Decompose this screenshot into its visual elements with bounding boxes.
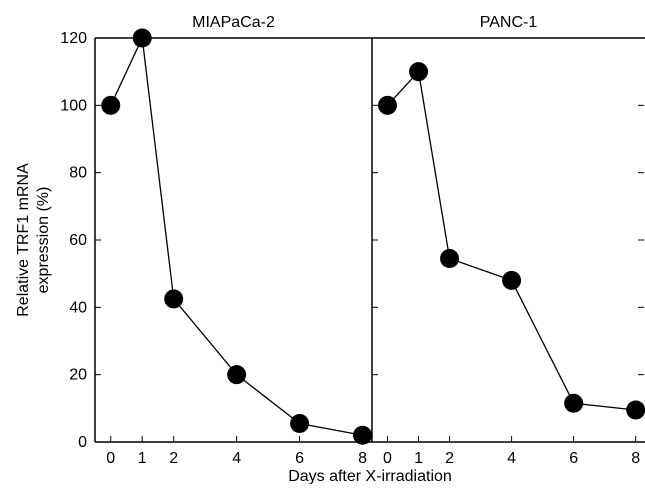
data-point bbox=[132, 28, 152, 48]
x-axis-label: Days after X-irradiation bbox=[288, 468, 452, 484]
data-point bbox=[378, 95, 398, 115]
data-point bbox=[101, 95, 121, 115]
series-layer bbox=[101, 28, 645, 445]
x-tick-label: 0 bbox=[106, 450, 115, 467]
series-line bbox=[387, 70, 636, 411]
data-point bbox=[564, 393, 584, 413]
y-tick-label: 60 bbox=[69, 232, 87, 249]
panel-title: MIAPaCa-2 bbox=[192, 14, 275, 31]
data-point bbox=[440, 249, 460, 269]
data-point bbox=[626, 400, 645, 420]
y-tick-label: 80 bbox=[69, 165, 87, 182]
y-tick-label: 100 bbox=[60, 97, 87, 114]
y-tick-label: 0 bbox=[78, 434, 87, 451]
x-tick-label: 4 bbox=[232, 450, 241, 467]
data-point bbox=[502, 270, 522, 290]
y-axis-label: Relative TRF1 mRNA expression (%) bbox=[15, 163, 52, 317]
y-tick-label: 20 bbox=[69, 367, 87, 384]
x-tick-label: 6 bbox=[569, 450, 578, 467]
panel-title: PANC-1 bbox=[480, 14, 538, 31]
y-tick-label: 40 bbox=[69, 299, 87, 316]
y-axis-label-line: expression (%) bbox=[35, 187, 52, 294]
x-tick-label: 2 bbox=[169, 450, 178, 467]
x-tick-label: 1 bbox=[138, 450, 147, 467]
x-tick-label: 4 bbox=[507, 450, 516, 467]
data-point bbox=[409, 62, 429, 82]
label-layer: 0 20 40 60 80 100 120 0 1 2 4 6 8 MIAPaCa-2 0 1 2 4 6 8 PANC… bbox=[15, 14, 640, 485]
y-tick-label: 120 bbox=[60, 30, 87, 47]
data-point bbox=[164, 289, 184, 309]
x-tick-label: 8 bbox=[631, 450, 640, 467]
y-axis-label-line: Relative TRF1 mRNA bbox=[15, 163, 32, 317]
x-tick-label: 8 bbox=[358, 450, 367, 467]
x-tick-label: 2 bbox=[445, 450, 454, 467]
axes-layer bbox=[94, 37, 645, 443]
data-point bbox=[290, 413, 310, 433]
x-tick-label: 0 bbox=[383, 450, 392, 467]
x-tick-label: 1 bbox=[414, 450, 423, 467]
x-tick-label: 6 bbox=[295, 450, 304, 467]
series-line bbox=[110, 35, 363, 436]
data-point bbox=[353, 425, 373, 445]
data-point bbox=[227, 365, 247, 385]
